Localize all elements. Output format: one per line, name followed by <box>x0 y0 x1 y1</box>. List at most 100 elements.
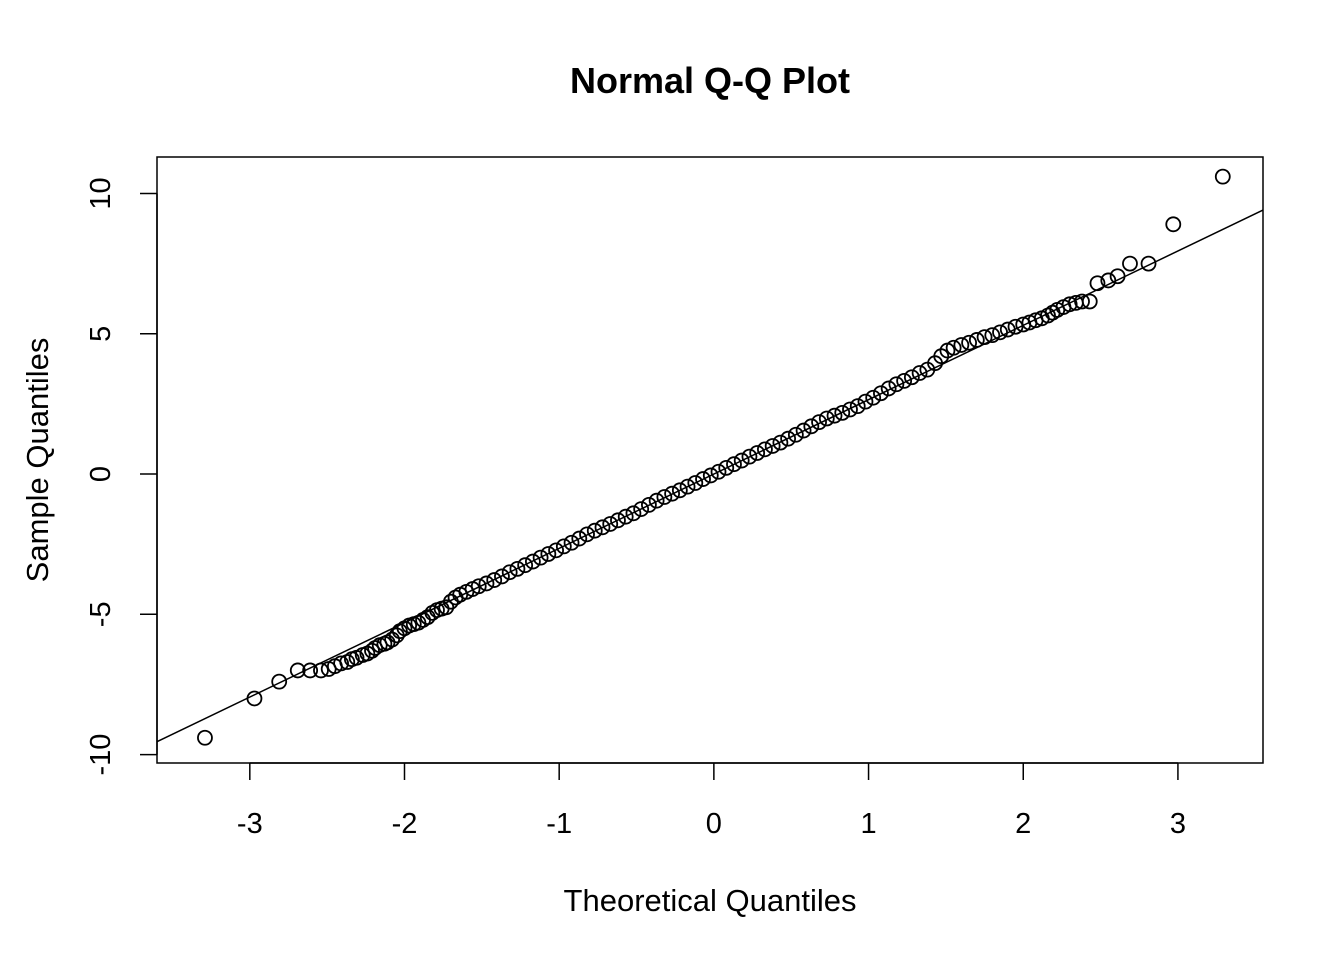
data-point <box>818 410 835 427</box>
data-point <box>945 339 962 356</box>
data-point <box>1100 272 1117 289</box>
data-point <box>857 393 874 410</box>
data-point <box>610 512 626 529</box>
data-point <box>896 372 913 389</box>
y-tick-label: -10 <box>85 734 117 776</box>
data-point <box>702 467 719 484</box>
data-point <box>999 321 1016 338</box>
data-point <box>726 456 742 473</box>
x-tick-label: 3 <box>1170 808 1186 840</box>
data-point <box>313 662 329 679</box>
data-point <box>470 578 487 595</box>
data-point <box>888 376 905 393</box>
data-point <box>617 508 634 525</box>
data-point <box>880 380 897 397</box>
data-point <box>602 516 619 532</box>
data-point <box>787 426 804 443</box>
points-layer <box>197 168 1231 746</box>
x-tick-label: 2 <box>1015 808 1031 840</box>
data-point <box>671 482 688 499</box>
data-point <box>992 324 1008 341</box>
data-point <box>1007 318 1024 335</box>
data-point <box>780 430 797 447</box>
data-point <box>826 407 843 424</box>
data-point <box>903 369 920 386</box>
data-point <box>524 553 541 570</box>
data-point <box>656 489 673 505</box>
data-point <box>548 542 564 559</box>
data-point <box>764 438 781 454</box>
x-axis-label: Theoretical Quantiles <box>564 883 857 918</box>
data-point <box>509 560 526 577</box>
data-point <box>1089 275 1106 292</box>
data-point <box>984 327 1001 344</box>
data-point <box>1081 293 1098 310</box>
data-point <box>741 448 758 465</box>
data-point <box>532 549 549 566</box>
data-point <box>586 522 603 539</box>
data-point <box>1109 268 1126 285</box>
data-point <box>438 599 455 616</box>
chart-title: Normal Q-Q Plot <box>570 60 850 101</box>
data-point <box>540 546 557 562</box>
data-point <box>494 568 510 585</box>
data-point <box>333 655 349 672</box>
data-point <box>271 673 288 690</box>
y-tick-label: 5 <box>85 326 117 342</box>
data-point <box>733 452 750 469</box>
y-axis: -10 -5 0 5 10 <box>85 177 158 776</box>
data-point <box>594 519 611 536</box>
data-point <box>718 459 735 476</box>
data-point <box>640 496 657 513</box>
data-point <box>625 505 642 522</box>
data-point <box>197 729 213 746</box>
data-point <box>478 575 495 592</box>
data-point <box>695 471 711 487</box>
x-tick-label: -1 <box>546 808 572 840</box>
data-point <box>1122 255 1138 272</box>
data-point <box>289 662 306 679</box>
data-point <box>687 475 704 491</box>
data-point <box>579 526 595 543</box>
data-point <box>664 485 681 502</box>
data-point <box>976 329 993 346</box>
data-point <box>749 445 766 461</box>
data-point <box>953 337 970 353</box>
data-point <box>648 492 665 509</box>
data-point <box>834 404 851 421</box>
x-tick-label: 0 <box>706 808 722 840</box>
data-point <box>772 434 789 451</box>
data-point <box>1165 216 1182 233</box>
y-tick-label: -5 <box>85 601 117 627</box>
data-point <box>486 572 503 588</box>
x-axis: -3 -2 -1 0 1 2 3 <box>237 762 1186 840</box>
data-point <box>968 332 985 348</box>
data-point <box>1061 296 1078 313</box>
data-point <box>811 414 827 431</box>
data-point <box>1140 255 1157 272</box>
data-point <box>302 662 319 679</box>
data-point <box>563 534 580 551</box>
data-point <box>555 538 572 555</box>
data-point <box>873 385 889 402</box>
data-point <box>865 389 882 406</box>
data-point <box>679 478 696 495</box>
data-point <box>842 401 858 418</box>
data-point <box>501 564 518 581</box>
data-point <box>571 530 588 547</box>
data-point <box>795 422 812 439</box>
y-axis-label: Sample Quantiles <box>20 338 55 583</box>
y-tick-label: 10 <box>85 177 117 209</box>
x-tick-label: 1 <box>860 808 876 840</box>
data-point <box>1074 293 1090 310</box>
x-tick-label: -2 <box>392 808 418 840</box>
data-point <box>1214 168 1231 185</box>
data-point <box>961 334 977 351</box>
data-point <box>757 441 773 458</box>
data-point <box>517 557 534 574</box>
data-point <box>633 501 650 517</box>
data-point <box>803 418 820 435</box>
data-point <box>710 463 727 480</box>
x-tick-label: -3 <box>237 808 263 840</box>
